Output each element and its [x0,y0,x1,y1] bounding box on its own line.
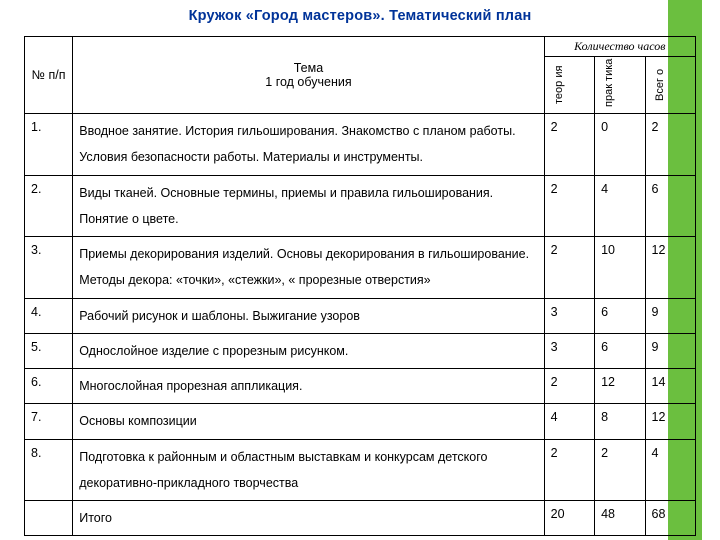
cell-practice: 0 [595,114,645,176]
cell-total: 4 [645,439,695,501]
cell-num: 3. [25,237,73,299]
table-body: 1.Вводное занятие. История гильошировани… [25,114,696,536]
table-header: № п/п Тема 1 год обучения Количество час… [25,37,696,114]
cell-practice: 6 [595,333,645,368]
header-topic-line2: 1 год обучения [79,75,537,89]
header-total-text: Всег о [652,61,668,109]
table-row: 2.Виды тканей. Основные термины, приемы … [25,175,696,237]
cell-practice: 12 [595,369,645,404]
cell-theory: 3 [544,333,594,368]
cell-theory: 2 [544,439,594,501]
cell-theory: 4 [544,404,594,439]
cell-topic: Итого [73,501,544,536]
page-title: Кружок «Город мастеров». Тематический пл… [24,8,696,24]
cell-total: 12 [645,237,695,299]
cell-num: 8. [25,439,73,501]
cell-theory: 20 [544,501,594,536]
cell-theory: 2 [544,237,594,299]
cell-total: 68 [645,501,695,536]
cell-topic: Виды тканей. Основные термины, приемы и … [73,175,544,237]
cell-practice: 2 [595,439,645,501]
table-row: 7.Основы композиции4812 [25,404,696,439]
thematic-plan-table: № п/п Тема 1 год обучения Количество час… [24,36,696,536]
cell-theory: 2 [544,114,594,176]
header-hours-group: Количество часов [544,37,695,57]
header-theory-text: теор ия [551,61,567,109]
cell-practice: 48 [595,501,645,536]
header-practice: прак тика [595,57,645,114]
table-row: Итого204868 [25,501,696,536]
table-row: 1.Вводное занятие. История гильошировани… [25,114,696,176]
cell-topic: Многослойная прорезная аппликация. [73,369,544,404]
cell-topic: Приемы декорирования изделий. Основы дек… [73,237,544,299]
table-row: 8. Подготовка к районным и областным выс… [25,439,696,501]
cell-topic: Однослойное изделие с прорезным рисунком… [73,333,544,368]
header-topic: Тема 1 год обучения [73,37,544,114]
cell-total: 14 [645,369,695,404]
header-topic-line1: Тема [79,61,537,75]
table-row: 4.Рабочий рисунок и шаблоны. Выжигание у… [25,298,696,333]
cell-num: 5. [25,333,73,368]
cell-num: 6. [25,369,73,404]
table-row: 6.Многослойная прорезная аппликация.2121… [25,369,696,404]
cell-practice: 6 [595,298,645,333]
cell-theory: 2 [544,175,594,237]
header-num: № п/п [25,37,73,114]
page-content: Кружок «Город мастеров». Тематический пл… [0,0,720,536]
cell-theory: 3 [544,298,594,333]
cell-total: 6 [645,175,695,237]
cell-num: 1. [25,114,73,176]
table-row: 5.Однослойное изделие с прорезным рисунк… [25,333,696,368]
cell-topic: Рабочий рисунок и шаблоны. Выжигание узо… [73,298,544,333]
cell-num [25,501,73,536]
cell-theory: 2 [544,369,594,404]
header-practice-text: прак тика [601,61,617,109]
header-total: Всег о [645,57,695,114]
header-theory: теор ия [544,57,594,114]
cell-num: 4. [25,298,73,333]
cell-num: 7. [25,404,73,439]
cell-total: 2 [645,114,695,176]
cell-total: 12 [645,404,695,439]
cell-topic: Вводное занятие. История гильоширования.… [73,114,544,176]
cell-practice: 8 [595,404,645,439]
cell-total: 9 [645,298,695,333]
cell-practice: 4 [595,175,645,237]
table-row: 3.Приемы декорирования изделий. Основы д… [25,237,696,299]
cell-practice: 10 [595,237,645,299]
cell-total: 9 [645,333,695,368]
cell-topic: Основы композиции [73,404,544,439]
header-num-text: № п/п [32,68,66,82]
cell-topic: Подготовка к районным и областным выстав… [73,439,544,501]
cell-num: 2. [25,175,73,237]
